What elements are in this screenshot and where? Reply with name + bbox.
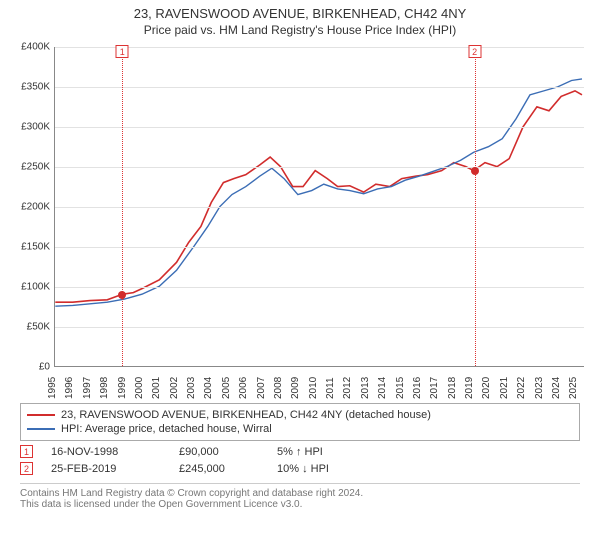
gridline (55, 167, 584, 168)
gridline (55, 87, 584, 88)
gridline (55, 127, 584, 128)
y-tick-label: £150K (6, 242, 50, 253)
x-tick-label: 2012 (342, 377, 344, 399)
x-tick-label: 2021 (499, 377, 501, 399)
y-tick-label: £400K (6, 42, 50, 53)
y-tick-label: £50K (6, 322, 50, 333)
x-tick-label: 2000 (134, 377, 136, 399)
sale-price: £90,000 (179, 446, 259, 458)
x-tick-label: 2015 (394, 377, 396, 399)
legend: 23, RAVENSWOOD AVENUE, BIRKENHEAD, CH42 … (20, 403, 580, 441)
legend-label: HPI: Average price, detached house, Wirr… (61, 423, 272, 435)
x-tick-label: 2025 (568, 377, 570, 399)
y-tick-label: £100K (6, 282, 50, 293)
x-tick-label: 1997 (82, 377, 84, 399)
sale-row: 1 16-NOV-1998 £90,000 5% ↑ HPI (20, 443, 580, 460)
x-tick-label: 2014 (377, 377, 379, 399)
x-tick-label: 2013 (360, 377, 362, 399)
legend-item: HPI: Average price, detached house, Wirr… (27, 422, 573, 436)
x-tick-label: 2008 (273, 377, 275, 399)
x-tick-label: 2004 (203, 377, 205, 399)
sale-date: 16-NOV-1998 (51, 446, 161, 458)
x-tick-label: 1995 (47, 377, 49, 399)
x-tick-label: 2022 (516, 377, 518, 399)
gridline (55, 287, 584, 288)
sale-row: 2 25-FEB-2019 £245,000 10% ↓ HPI (20, 460, 580, 477)
y-tick-label: £300K (6, 122, 50, 133)
gridline (55, 207, 584, 208)
footer: Contains HM Land Registry data © Crown c… (20, 483, 580, 510)
sale-marker-dot (118, 291, 126, 299)
x-tick-label: 1998 (99, 377, 101, 399)
x-tick-label: 2024 (551, 377, 553, 399)
sale-index: 2 (20, 462, 33, 475)
y-tick-label: £0 (6, 362, 50, 373)
chart-title: 23, RAVENSWOOD AVENUE, BIRKENHEAD, CH42 … (0, 0, 600, 21)
sale-marker-number: 2 (468, 45, 481, 58)
x-tick-label: 2020 (481, 377, 483, 399)
gridline (55, 47, 584, 48)
chart-subtitle: Price paid vs. HM Land Registry's House … (0, 21, 600, 43)
sale-delta: 10% ↓ HPI (277, 463, 329, 475)
x-tick-label: 2023 (533, 377, 535, 399)
x-tick-label: 2016 (412, 377, 414, 399)
x-tick-label: 2001 (151, 377, 153, 399)
y-tick-label: £200K (6, 202, 50, 213)
sale-price: £245,000 (179, 463, 259, 475)
x-tick-label: 2017 (429, 377, 431, 399)
sale-delta: 5% ↑ HPI (277, 446, 323, 458)
x-tick-label: 2007 (255, 377, 257, 399)
sale-marker-dot (471, 167, 479, 175)
legend-item: 23, RAVENSWOOD AVENUE, BIRKENHEAD, CH42 … (27, 408, 573, 422)
footer-line: Contains HM Land Registry data © Crown c… (20, 488, 580, 499)
plot-area: 12 (54, 47, 584, 367)
y-tick-label: £350K (6, 82, 50, 93)
x-tick-label: 2006 (238, 377, 240, 399)
x-tick-label: 1996 (64, 377, 66, 399)
sale-marker-line (475, 47, 476, 366)
series-line (55, 79, 582, 306)
sales-table: 1 16-NOV-1998 £90,000 5% ↑ HPI 2 25-FEB-2019 £… (20, 443, 580, 477)
legend-swatch (27, 428, 55, 430)
sale-marker-line (122, 47, 123, 366)
footer-line: This data is licensed under the Open Gov… (20, 499, 580, 510)
x-tick-label: 2002 (169, 377, 171, 399)
sale-date: 25-FEB-2019 (51, 463, 161, 475)
gridline (55, 327, 584, 328)
x-tick-label: 2003 (186, 377, 188, 399)
x-tick-label: 1999 (116, 377, 118, 399)
sale-marker-number: 1 (116, 45, 129, 58)
x-tick-label: 2009 (290, 377, 292, 399)
chart: 12 £0£50K£100K£150K£200K£250K£300K£350K£… (10, 43, 590, 399)
sale-index: 1 (20, 445, 33, 458)
legend-swatch (27, 414, 55, 416)
x-tick-label: 2019 (464, 377, 466, 399)
x-tick-label: 2010 (308, 377, 310, 399)
legend-label: 23, RAVENSWOOD AVENUE, BIRKENHEAD, CH42 … (61, 409, 431, 421)
gridline (55, 247, 584, 248)
series-line (55, 91, 582, 302)
x-tick-label: 2018 (447, 377, 449, 399)
y-tick-label: £250K (6, 162, 50, 173)
x-tick-label: 2005 (221, 377, 223, 399)
x-tick-label: 2011 (325, 377, 327, 399)
